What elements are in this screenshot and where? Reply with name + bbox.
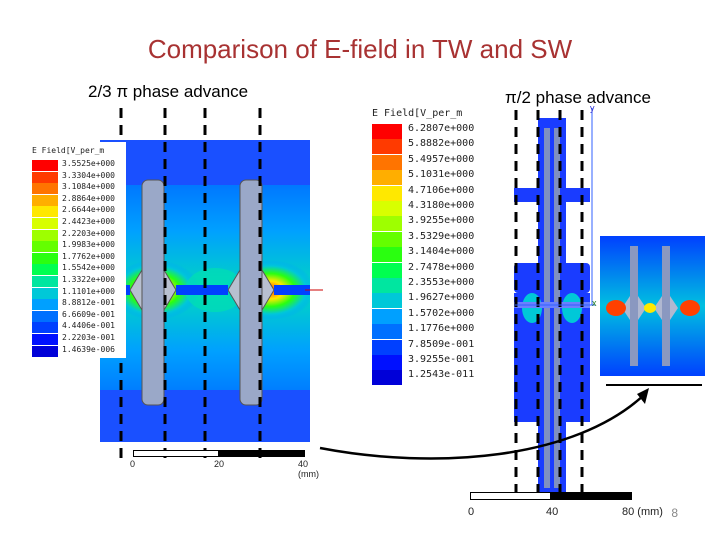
sw-legend-swatch [372, 370, 402, 386]
sw-legend-value: 5.1031e+000 [408, 169, 475, 181]
tw-legend-value: 6.6609e-001 [62, 309, 115, 319]
tw-legend-header: E Field[V_per_m [32, 146, 105, 155]
sw-cell-boundaries [514, 108, 595, 495]
tw-legend-swatch [32, 171, 58, 183]
sw-legend-swatch [372, 139, 402, 155]
tw-legend-swatch [32, 229, 58, 241]
tw-legend-value: 1.4639e-006 [62, 344, 115, 354]
sw-legend-swatch [372, 308, 402, 324]
sw-scale-tick: 40 [546, 506, 559, 518]
tw-legend-value: 1.9983e+000 [62, 240, 115, 250]
sw-legend-swatch [372, 293, 402, 309]
tw-legend-swatch [32, 206, 58, 218]
comparison-arrow [319, 388, 649, 460]
tw-legend-swatch [32, 310, 58, 322]
sw-legend-value: 3.1404e+000 [408, 246, 475, 258]
sw-legend-value: 4.3180e+000 [408, 200, 475, 211]
sw-legend-value: 2.7478e+000 [408, 261, 475, 273]
tw-legend-swatch [32, 264, 58, 276]
tw-legend-swatch [32, 241, 58, 253]
sw-legend-value: 3.9255e-001 [408, 354, 475, 365]
sw-legend-header: E Field[V_per_m [372, 108, 463, 119]
tw-legend-swatch [32, 287, 58, 299]
tw-legend-value: 1.7762e+000 [62, 251, 115, 261]
tw-scale-tick: 40 (mm) [298, 459, 319, 479]
sw-legend-swatch [372, 216, 402, 232]
inset-scale-bar [606, 384, 702, 386]
sw-legend-value: 5.4957e+000 [408, 153, 475, 165]
tw-legend-value: 8.8812e-001 [62, 298, 115, 308]
page-number: 8 [671, 506, 678, 520]
slide-title: Comparison of E-field in TW and SW [147, 34, 573, 64]
tw-legend-value: 3.1084e+000 [62, 182, 115, 192]
sw-legend-swatch [372, 154, 402, 170]
sw-legend-swatch [372, 339, 402, 355]
sw-legend-value: 7.8509e-001 [408, 338, 475, 350]
sw-legend-swatch [372, 231, 402, 247]
sw-legend-swatch [372, 247, 402, 263]
sw-legend-swatch [372, 262, 402, 278]
sw-legend-swatch [372, 201, 402, 216]
x-axis-label: x [592, 298, 597, 308]
tw-legend-swatch [32, 345, 58, 357]
tw-legend-swatch [32, 299, 58, 311]
sw-legend-value: 3.9255e+000 [408, 215, 475, 227]
sw-legend-swatch [372, 355, 402, 370]
sw-field-legend: E Field[V_per_m 6.2807e+000 5.8882e+000 5.… [368, 104, 492, 386]
sw-scale-tick: 80 (mm) [622, 506, 663, 518]
tw-legend-swatch [32, 194, 58, 206]
tw-field-legend: E Field[V_per_m 3.5525e+000 3.3304e+000 3.… [28, 142, 126, 358]
tw-scale-tick: 20 [214, 459, 225, 469]
tw-legend-value: 2.4423e+000 [62, 217, 115, 226]
tw-legend-value: 1.5542e+000 [62, 263, 115, 273]
sw-legend-value: 2.3553e+000 [408, 277, 475, 288]
tw-legend-swatch [32, 183, 58, 195]
tw-scale-tick: 0 [130, 459, 136, 469]
sw-legend-value: 5.8882e+000 [408, 138, 475, 150]
tw-legend-value: 2.8864e+000 [62, 193, 115, 203]
tw-legend-swatch [32, 334, 58, 345]
sw-legend-value: 1.2543e-011 [408, 369, 475, 381]
sw-scale-tick: 0 [468, 506, 475, 518]
tw-cell-boundaries [119, 108, 323, 460]
tw-legend-value: 3.5525e+000 [62, 159, 115, 168]
sw-field-plot [510, 118, 594, 493]
sw-legend-swatch [372, 170, 402, 186]
sw-legend-swatch [372, 185, 402, 201]
sw-inset-plot [600, 236, 705, 376]
tw-legend-swatch [32, 160, 58, 171]
tw-scale-bar: 0 20 40 (mm) [130, 450, 319, 480]
sw-scale-bar: 0 40 80 (mm) [468, 492, 678, 522]
sw-legend-value: 1.9627e+000 [408, 292, 475, 304]
sw-legend-value: 3.5329e+000 [408, 230, 475, 242]
sw-legend-swatch [372, 278, 402, 293]
sw-legend-value: 4.7106e+000 [408, 184, 475, 196]
sw-legend-value: 6.2807e+000 [408, 123, 475, 134]
tw-legend-value: 2.2203e+000 [62, 228, 115, 238]
sw-legend-value: 1.1776e+000 [408, 323, 475, 335]
tw-legend-value: 3.3304e+000 [62, 170, 115, 180]
sw-label: π/2 phase advance [505, 88, 651, 107]
sw-legend-swatch [372, 324, 402, 340]
tw-legend-swatch [32, 218, 58, 229]
tw-field-plot [100, 140, 310, 442]
y-axis-label: y [590, 103, 595, 113]
tw-legend-swatch [32, 322, 58, 334]
tw-legend-swatch [32, 252, 58, 264]
tw-legend-swatch [32, 276, 58, 287]
tw-legend-value: 1.3322e+000 [62, 275, 115, 284]
sw-legend-swatch [372, 124, 402, 139]
tw-legend-value: 1.1101e+000 [62, 286, 115, 296]
tw-legend-value: 2.2203e-001 [62, 333, 115, 342]
sw-legend-value: 1.5702e+000 [408, 307, 475, 319]
tw-label: 2/3 π phase advance [88, 82, 249, 101]
tw-legend-value: 4.4406e-001 [62, 321, 115, 331]
tw-legend-value: 2.6644e+000 [62, 205, 115, 215]
